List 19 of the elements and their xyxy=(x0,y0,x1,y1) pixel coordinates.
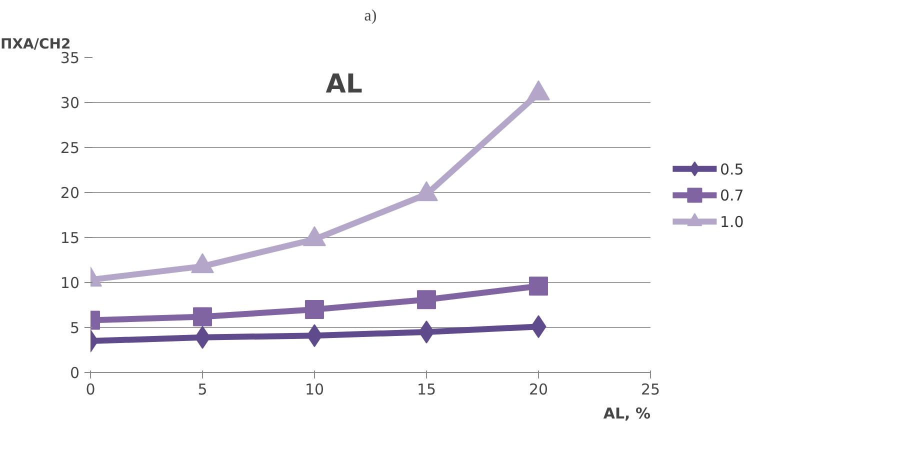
x-tick-label: 25 xyxy=(640,380,660,398)
chart-title: a) xyxy=(364,8,377,24)
x-tick-label: 0 xyxy=(86,380,96,398)
x-tick-label: 5 xyxy=(198,380,208,398)
x-axis-title: AL, % xyxy=(603,404,651,422)
x-tick-label: 20 xyxy=(528,380,548,398)
y-tick-label: 5 xyxy=(70,319,80,337)
y-tick-label: 25 xyxy=(60,139,80,157)
legend-label: 1.0 xyxy=(720,213,744,232)
x-tick-label: 10 xyxy=(304,380,324,398)
annotation: AL xyxy=(326,70,362,100)
y-tick-label: 10 xyxy=(60,274,80,292)
y-tick-label: 0 xyxy=(70,364,80,382)
legend-label: 0.5 xyxy=(720,160,744,178)
y-tick-label: 20 xyxy=(60,184,80,202)
legend-label: 0.7 xyxy=(720,186,744,205)
y-tick-label: 30 xyxy=(60,94,80,112)
x-tick-label: 15 xyxy=(416,380,436,398)
y-tick-label: 15 xyxy=(60,229,80,247)
